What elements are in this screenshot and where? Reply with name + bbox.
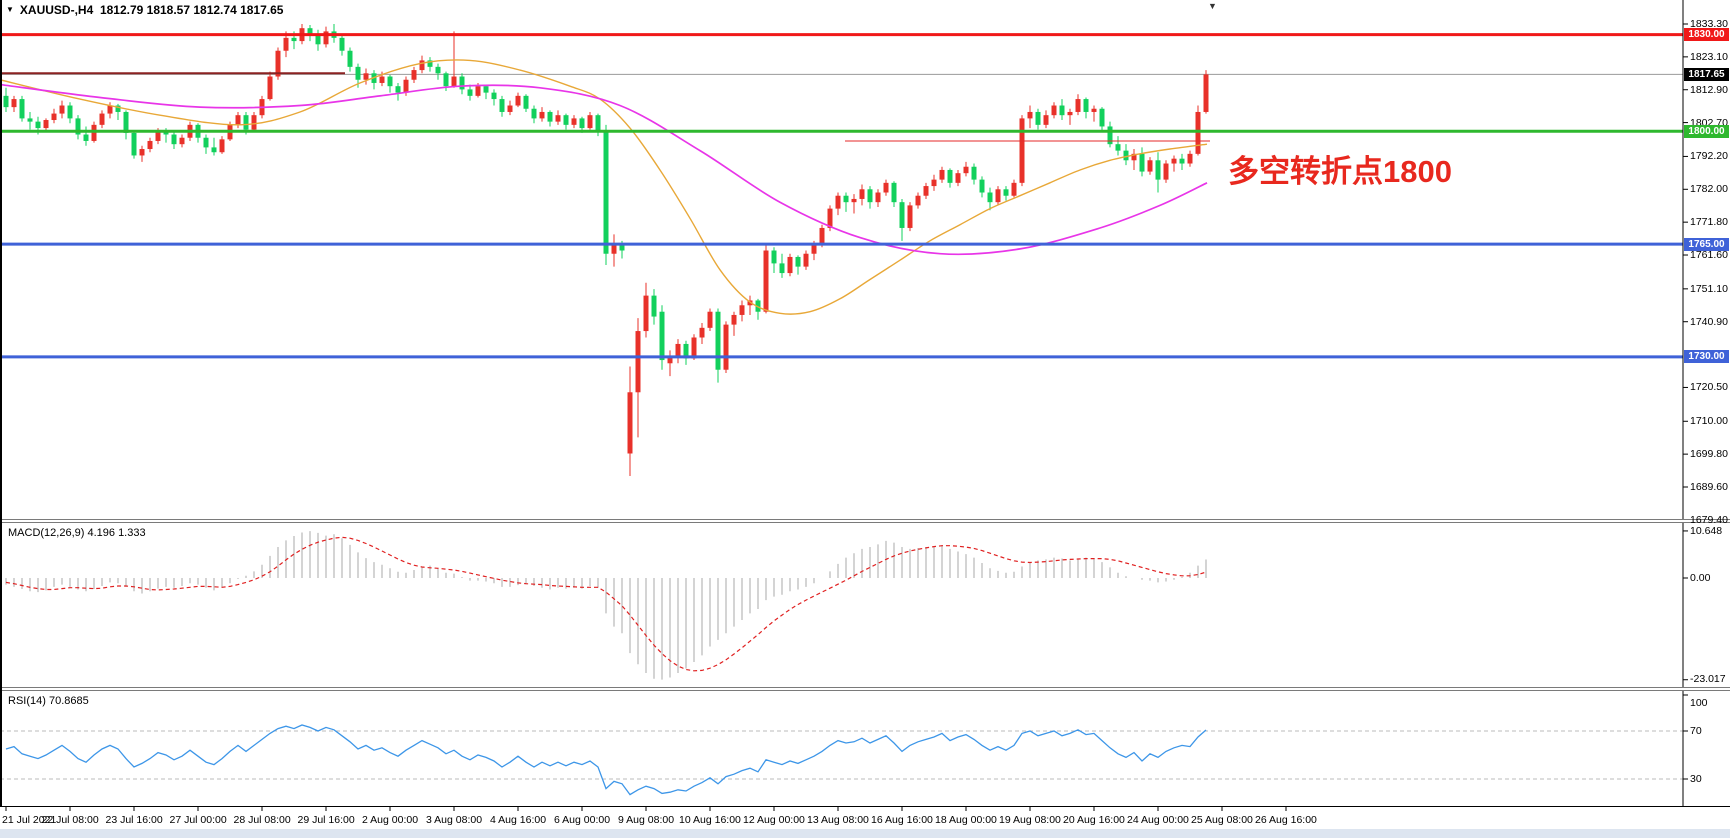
price-tick-label: 1833.30 <box>1690 18 1728 30</box>
rsi-label: RSI(14) 70.8685 <box>8 695 89 707</box>
time-tick-label: 16 Aug 16:00 <box>871 814 933 826</box>
time-tick-label: 4 Aug 16:00 <box>490 814 547 826</box>
level-price-badge: 1730.00 <box>1684 350 1729 364</box>
macd-label: MACD(12,26,9) 4.196 1.333 <box>8 527 146 539</box>
price-tick-label: 1812.90 <box>1690 83 1728 96</box>
macd-axis-label: -23.017 <box>1690 673 1726 685</box>
price-tick-label: 1761.60 <box>1690 249 1728 262</box>
time-tick-label: 20 Aug 16:00 <box>1063 814 1125 826</box>
time-tick-label: 23 Jul 16:00 <box>105 814 163 826</box>
time-tick-label: 21 Jul 2021 <box>2 814 57 826</box>
level-price-badge: 1830.00 <box>1684 28 1729 42</box>
price-tick-label: 1710.00 <box>1690 415 1728 428</box>
rsi-axis-label: 70 <box>1690 725 1702 737</box>
ohlc-values: 1812.79 1818.57 1812.74 1817.65 <box>99 3 284 17</box>
candlestick-chart[interactable] <box>0 0 1730 519</box>
price-tick-label: 1823.10 <box>1690 50 1728 63</box>
macd-chart[interactable] <box>0 523 1730 687</box>
time-tick-label: 9 Aug 08:00 <box>618 814 675 826</box>
panel-separator[interactable] <box>0 519 1730 523</box>
time-tick-label: 22 Jul 08:00 <box>41 814 99 826</box>
price-tick-label: 1792.20 <box>1690 150 1728 163</box>
macd-axis-label: 0.00 <box>1690 572 1711 584</box>
macd-panel[interactable]: MACD(12,26,9) 4.196 1.333 10.648 0.00 -23.… <box>0 523 1730 687</box>
price-tick-label: 1751.10 <box>1690 282 1728 295</box>
time-axis[interactable]: 21 Jul 2021 22 Jul 08:00 23 Jul 16:00 27 Ju… <box>0 806 1730 828</box>
time-tick-label: 19 Aug 08:00 <box>999 814 1061 826</box>
price-tick-label: 1740.90 <box>1690 315 1728 328</box>
price-tick-label: 1699.80 <box>1690 448 1728 461</box>
annotation-text: 多空转折点1800 <box>1228 154 1452 189</box>
time-tick-label: 6 Aug 00:00 <box>554 814 611 826</box>
time-tick-label: 27 Jul 00:00 <box>169 814 227 826</box>
time-tick-label: 26 Aug 16:00 <box>1255 814 1317 826</box>
window-left-border <box>0 0 2 806</box>
level-price-badge: 1800.00 <box>1684 124 1729 138</box>
time-tick-label: 13 Aug 08:00 <box>807 814 869 826</box>
time-tick-label: 3 Aug 08:00 <box>426 814 483 826</box>
chart-shift-marker-icon[interactable]: ▼ <box>1208 1 1217 11</box>
time-tick-label: 29 Jul 16:00 <box>297 814 355 826</box>
current-price-badge: 1817.65 <box>1684 67 1729 81</box>
rsi-axis-label: 100 <box>1690 697 1708 709</box>
level-price-badge: 1765.00 <box>1684 237 1729 251</box>
chart-title: ▼ XAUUSD-,H4 1812.79 1818.57 1812.74 1817… <box>6 3 283 17</box>
rsi-chart[interactable] <box>0 691 1730 806</box>
symbol-timeframe: XAUUSD-,H4 <box>19 3 94 17</box>
rsi-panel[interactable]: RSI(14) 70.8685 100 70 30 <box>0 691 1730 806</box>
time-tick-label: 28 Jul 08:00 <box>233 814 291 826</box>
time-tick-label: 2 Aug 00:00 <box>362 814 419 826</box>
price-tick-label: 1771.80 <box>1690 216 1728 229</box>
macd-axis-label: 10.648 <box>1690 525 1723 537</box>
price-tick-label: 1720.50 <box>1690 381 1728 394</box>
price-tick-label: 1689.60 <box>1690 481 1728 493</box>
time-tick-label: 18 Aug 00:00 <box>935 814 997 826</box>
rsi-axis-label: 30 <box>1690 773 1702 785</box>
panel-separator[interactable] <box>0 687 1730 691</box>
time-tick-label: 12 Aug 00:00 <box>743 814 805 826</box>
symbol-dropdown-icon[interactable]: ▼ <box>6 5 14 14</box>
main-price-panel[interactable]: ▼ XAUUSD-,H4 1812.79 1818.57 1812.74 1817… <box>0 0 1730 526</box>
time-tick-label: 24 Aug 00:00 <box>1127 814 1189 826</box>
price-tick-label: 1679.40 <box>1690 513 1728 526</box>
time-tick-label: 25 Aug 08:00 <box>1191 814 1253 826</box>
price-tick-label: 1782.00 <box>1690 183 1728 196</box>
time-tick-label: 10 Aug 16:00 <box>679 814 741 826</box>
window-bottom-strip <box>0 829 1730 838</box>
